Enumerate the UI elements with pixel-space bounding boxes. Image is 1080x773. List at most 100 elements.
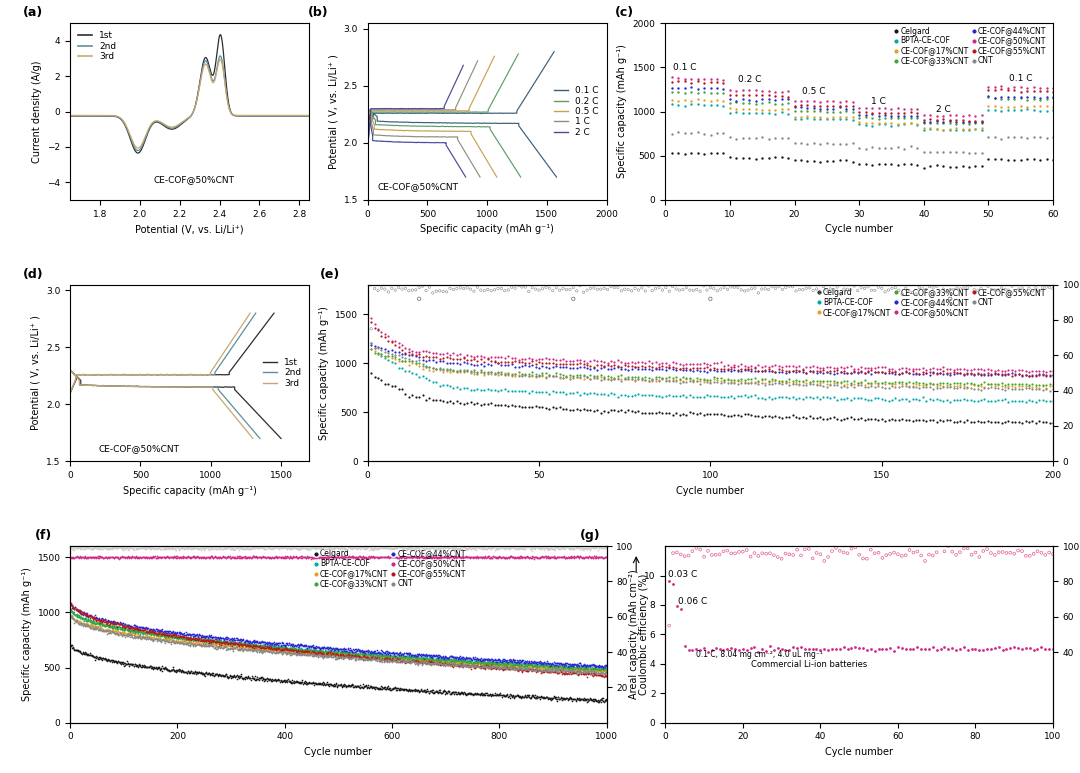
- Point: [332, 647, 349, 659]
- Point: [112, 656, 130, 669]
- Point: [407, 551, 424, 564]
- Point: [598, 665, 616, 677]
- Point: [159, 540, 176, 553]
- Point: [362, 652, 379, 664]
- Point: [318, 649, 335, 662]
- Point: [137, 626, 154, 638]
- Point: [561, 692, 578, 704]
- Point: [129, 628, 146, 640]
- Point: [172, 625, 189, 638]
- Point: [685, 362, 702, 374]
- Point: [313, 646, 330, 659]
- Point: [135, 551, 152, 564]
- Point: [806, 113, 823, 125]
- Point: [956, 380, 973, 392]
- Point: [997, 368, 1014, 380]
- Point: [334, 649, 351, 661]
- Point: [171, 632, 188, 645]
- Point: [211, 635, 228, 648]
- Point: [405, 652, 422, 665]
- Point: [838, 100, 855, 112]
- Point: [342, 542, 360, 554]
- Point: [421, 346, 438, 359]
- Point: [472, 541, 489, 553]
- Point: [456, 652, 473, 665]
- Point: [464, 656, 482, 668]
- Point: [540, 665, 557, 677]
- Point: [163, 626, 180, 638]
- Point: [102, 551, 119, 564]
- Point: [729, 378, 746, 390]
- Point: [918, 283, 935, 295]
- Point: [289, 645, 307, 658]
- Point: [417, 652, 434, 665]
- Point: [147, 541, 164, 553]
- Point: [827, 643, 845, 656]
- Point: [73, 646, 91, 659]
- Point: [492, 659, 510, 672]
- Point: [80, 649, 97, 661]
- Point: [176, 666, 193, 678]
- Point: [409, 651, 427, 663]
- Point: [472, 662, 489, 674]
- Point: [435, 654, 453, 666]
- Point: [594, 663, 611, 676]
- Point: [500, 366, 517, 379]
- Point: [454, 551, 471, 564]
- Point: [569, 551, 586, 564]
- Point: [68, 614, 85, 626]
- Point: [259, 642, 276, 654]
- Point: [86, 621, 104, 634]
- Point: [623, 284, 640, 297]
- Point: [999, 90, 1016, 103]
- Point: [509, 690, 526, 702]
- Point: [271, 646, 288, 659]
- Point: [568, 550, 585, 563]
- Point: [1024, 381, 1041, 393]
- Point: [116, 656, 133, 669]
- Point: [593, 670, 610, 683]
- Point: [566, 540, 583, 553]
- Point: [1013, 377, 1030, 390]
- Point: [455, 659, 472, 671]
- Point: [895, 158, 913, 170]
- Point: [300, 551, 318, 564]
- Point: [589, 664, 606, 676]
- Point: [354, 539, 372, 551]
- Point: [418, 551, 435, 564]
- Point: [422, 541, 440, 553]
- Point: [409, 684, 427, 696]
- Point: [212, 669, 229, 681]
- Point: [497, 659, 514, 672]
- Point: [244, 635, 261, 647]
- Point: [845, 114, 862, 126]
- Point: [1012, 90, 1029, 103]
- Point: [327, 652, 345, 665]
- Point: [374, 649, 391, 661]
- Point: [1044, 81, 1062, 94]
- Point: [363, 645, 380, 657]
- Point: [529, 692, 546, 704]
- Point: [1040, 643, 1057, 656]
- Point: [573, 663, 591, 676]
- Point: [678, 373, 696, 386]
- Point: [106, 618, 123, 630]
- Point: [131, 625, 148, 637]
- Point: [154, 662, 172, 674]
- Point: [373, 680, 390, 693]
- Point: [430, 653, 447, 666]
- 3rd: [210, 73, 222, 82]
- Point: [497, 663, 514, 676]
- Point: [284, 648, 301, 660]
- Point: [100, 540, 118, 552]
- Point: [399, 543, 416, 556]
- Point: [274, 551, 292, 564]
- Point: [534, 283, 551, 295]
- Point: [144, 627, 161, 639]
- Point: [918, 380, 935, 393]
- Point: [512, 656, 529, 668]
- Point: [64, 601, 81, 613]
- Point: [565, 661, 582, 673]
- Point: [405, 652, 422, 664]
- Point: [298, 678, 315, 690]
